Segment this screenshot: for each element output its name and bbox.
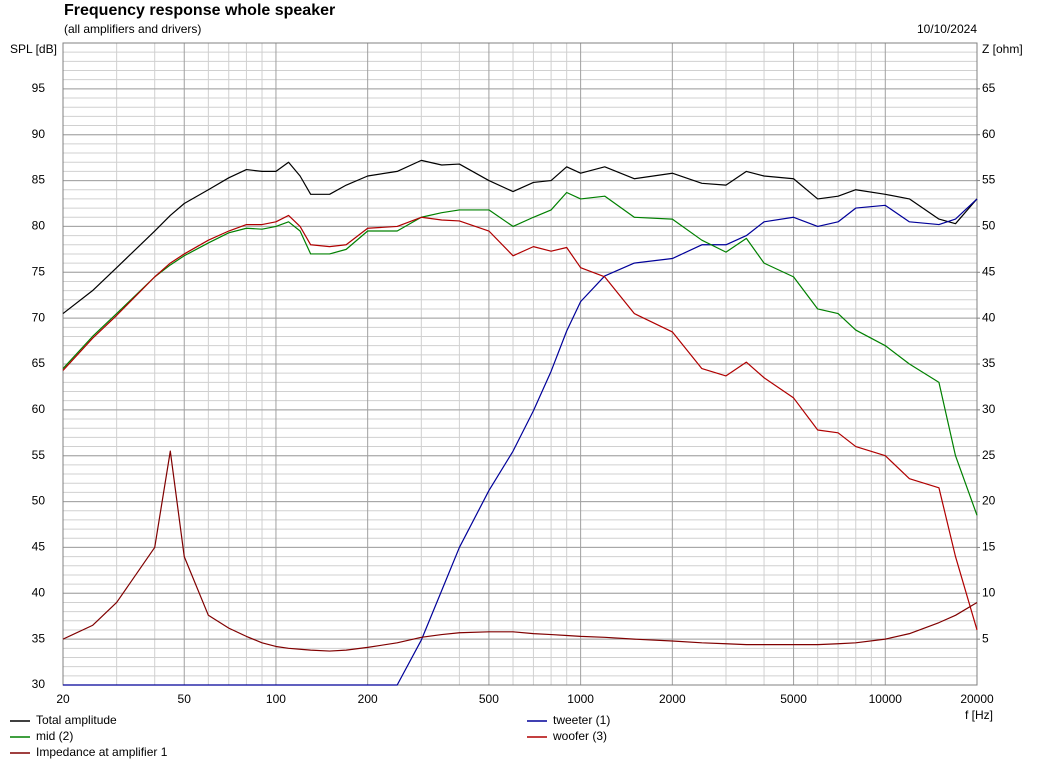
legend-label: Total amplitude <box>36 713 117 727</box>
chart-subtitle: (all amplifiers and drivers) <box>64 22 201 36</box>
y-tick-label: 70 <box>32 310 46 324</box>
y2-tick-label: 45 <box>982 264 996 278</box>
y-tick-label: 55 <box>32 448 46 462</box>
x-tick-label: 20 <box>56 692 70 706</box>
x-tick-label: 200 <box>358 692 378 706</box>
y2-tick-label: 25 <box>982 448 996 462</box>
y2-tick-label: 55 <box>982 173 996 187</box>
y2-tick-label: 30 <box>982 402 996 416</box>
y-tick-label: 45 <box>32 540 46 554</box>
x-tick-label: 10000 <box>869 692 903 706</box>
chart-title: Frequency response whole speaker <box>64 2 335 19</box>
series-line <box>62 450 978 652</box>
y-tick-label: 85 <box>32 173 46 187</box>
y-tick-label: 65 <box>32 356 46 370</box>
chart-date: 10/10/2024 <box>917 22 977 36</box>
y2-tick-label: 60 <box>982 127 996 141</box>
legend-label: mid (2) <box>36 729 73 743</box>
x-tick-label: 1000 <box>567 692 594 706</box>
y-tick-label: 95 <box>32 81 46 95</box>
x-tick-label: 500 <box>479 692 499 706</box>
y-axis-label: SPL [dB] <box>10 42 57 56</box>
y2-tick-label: 65 <box>982 81 996 95</box>
legend-label: Impedance at amplifier 1 <box>36 745 168 759</box>
legend-label: woofer (3) <box>552 729 607 743</box>
x-axis-label: f [Hz] <box>965 708 993 722</box>
series-line <box>62 159 978 315</box>
y-tick-label: 50 <box>32 494 46 508</box>
y-tick-label: 40 <box>32 585 46 599</box>
legend-label: tweeter (1) <box>553 713 610 727</box>
y-tick-label: 80 <box>32 219 46 233</box>
y2-tick-label: 40 <box>982 310 996 324</box>
x-tick-label: 2000 <box>659 692 686 706</box>
y2-tick-label: 35 <box>982 356 996 370</box>
x-tick-label: 100 <box>266 692 286 706</box>
series-line <box>62 191 978 516</box>
y2-tick-label: 20 <box>982 494 996 508</box>
y2-tick-label: 15 <box>982 540 996 554</box>
y-tick-label: 30 <box>32 677 46 691</box>
plot-frame <box>62 42 978 686</box>
y2-axis-label: Z [ohm] <box>982 42 1023 56</box>
x-tick-label: 20000 <box>960 692 994 706</box>
y-tick-label: 75 <box>32 264 46 278</box>
y-tick-label: 90 <box>32 127 46 141</box>
y2-tick-label: 10 <box>982 585 996 599</box>
x-tick-label: 50 <box>178 692 192 706</box>
y2-tick-label: 50 <box>982 219 996 233</box>
x-tick-label: 5000 <box>780 692 807 706</box>
y-tick-label: 35 <box>32 631 46 645</box>
y-tick-label: 60 <box>32 402 46 416</box>
series-line <box>63 198 978 686</box>
series-line <box>62 214 978 631</box>
y2-tick-label: 5 <box>982 631 989 645</box>
